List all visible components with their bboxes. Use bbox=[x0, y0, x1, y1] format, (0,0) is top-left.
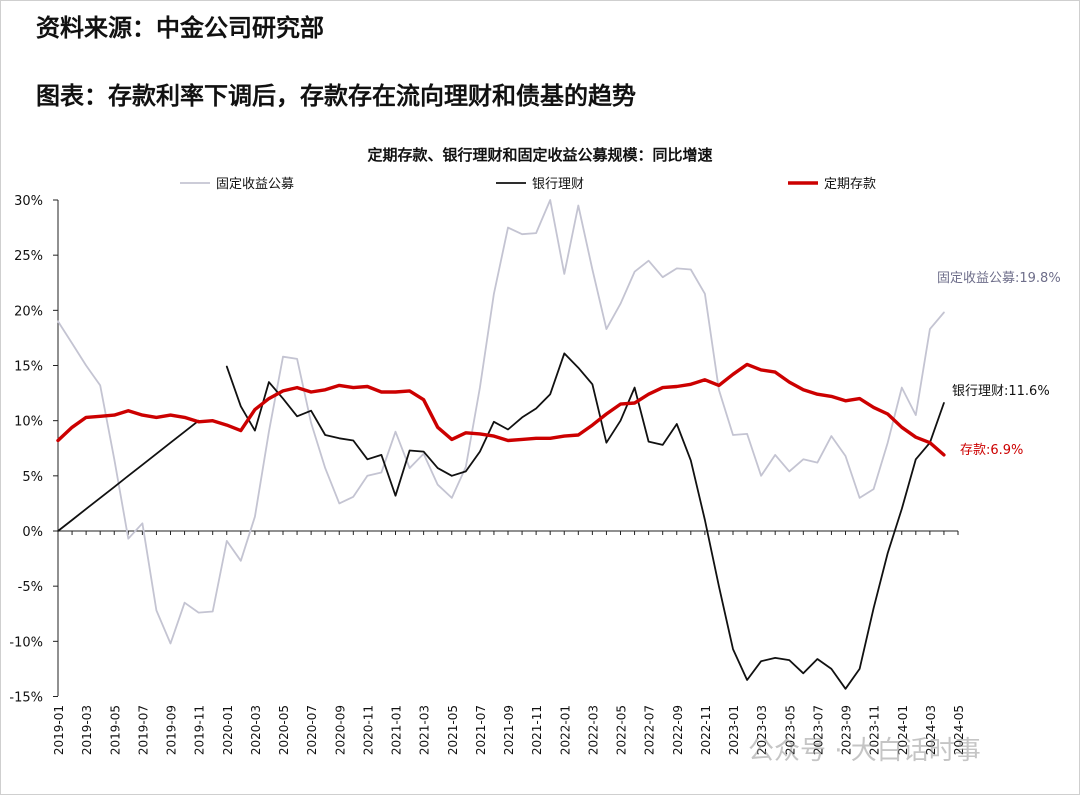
end-label: 存款:6.9% bbox=[960, 443, 1023, 458]
x-tick-label: 2020-09 bbox=[333, 705, 347, 755]
axes: -15% -10% -5% 0% 5% 10% 15% 20% 25% 30% 2019-01 201… bbox=[9, 194, 966, 755]
y-tick-label: 25% bbox=[14, 249, 43, 264]
x-tick-label: 2022-05 bbox=[615, 705, 629, 755]
source-note: 资料来源：中金公司研究部 bbox=[36, 14, 324, 42]
figure-title: 图表：存款利率下调后，存款存在流向理财和债基的趋势 bbox=[36, 82, 636, 110]
x-tick-label: 2021-09 bbox=[502, 705, 516, 755]
end-label: 银行理财:11.6% bbox=[952, 384, 1050, 399]
x-tick-label: 2023-01 bbox=[727, 705, 741, 755]
x-tick-label: 2021-11 bbox=[530, 705, 544, 755]
series-lines bbox=[56, 199, 946, 690]
x-tick-label: 2021-07 bbox=[474, 705, 488, 755]
x-tick-label: 2020-01 bbox=[221, 705, 235, 755]
y-tick-label: 0% bbox=[22, 525, 43, 540]
series-line bbox=[57, 352, 945, 690]
y-tick-label: -10% bbox=[9, 635, 43, 650]
x-tick-label: 2019-01 bbox=[52, 705, 66, 755]
x-tick-label: 2019-05 bbox=[108, 705, 122, 755]
x-tick-label: 2019-11 bbox=[193, 705, 207, 755]
y-tick-label: 20% bbox=[14, 304, 43, 319]
x-tick-label: 2024-05 bbox=[952, 705, 966, 755]
x-tick-label: 2019-09 bbox=[165, 705, 179, 755]
x-tick-label: 2022-01 bbox=[558, 705, 572, 755]
y-tick-label: 5% bbox=[22, 470, 43, 485]
y-tick-label: -15% bbox=[9, 691, 43, 706]
y-tick-label: 15% bbox=[14, 360, 43, 375]
x-tick-label: 2020-05 bbox=[277, 705, 291, 755]
x-tick-label: 2022-11 bbox=[699, 705, 713, 755]
x-tick-label: 2021-03 bbox=[418, 705, 432, 755]
y-tick-label: 10% bbox=[14, 415, 43, 430]
legend-entry: 银行理财 bbox=[532, 177, 584, 192]
x-tick-label: 2023-03 bbox=[755, 705, 769, 755]
x-tick-label: 2023-07 bbox=[811, 705, 825, 755]
end-label: 固定收益公募:19.8% bbox=[937, 271, 1061, 286]
legend-entry: 定期存款 bbox=[824, 177, 876, 192]
legend-entry: 固定收益公募 bbox=[216, 177, 294, 192]
x-tick-label: 2020-03 bbox=[249, 705, 263, 755]
end-labels: 固定收益公募:19.8% 银行理财:11.6% 存款:6.9% bbox=[937, 271, 1061, 458]
x-tick-label: 2020-07 bbox=[305, 705, 319, 755]
x-tick-label: 2024-01 bbox=[896, 705, 910, 755]
x-tick-label: 2024-03 bbox=[924, 705, 938, 755]
watermark: 公众号 · 大白话时事 bbox=[748, 736, 981, 766]
x-tick-label: 2022-03 bbox=[586, 705, 600, 755]
x-tick-label: 2021-05 bbox=[446, 705, 460, 755]
legend: 固定收益公募 银行理财 定期存款 bbox=[180, 177, 876, 192]
x-tick-label: 2022-07 bbox=[643, 705, 657, 755]
x-tick-label: 2023-09 bbox=[840, 705, 854, 755]
x-tick-label: 2021-01 bbox=[390, 705, 404, 755]
y-tick-label: 30% bbox=[14, 194, 43, 209]
x-tick-label: 2019-07 bbox=[136, 705, 150, 755]
x-tick-label: 2023-05 bbox=[783, 705, 797, 755]
series-line bbox=[57, 199, 945, 645]
series-line bbox=[56, 362, 946, 457]
chart-title: 定期存款、银行理财和固定收益公募规模：同比增速 bbox=[367, 146, 712, 164]
x-tick-label: 2023-11 bbox=[868, 705, 882, 755]
x-tick-label: 2019-03 bbox=[80, 705, 94, 755]
x-tick-label: 2022-09 bbox=[671, 705, 685, 755]
x-tick-label: 2020-11 bbox=[361, 705, 375, 755]
y-tick-label: -5% bbox=[18, 580, 43, 595]
